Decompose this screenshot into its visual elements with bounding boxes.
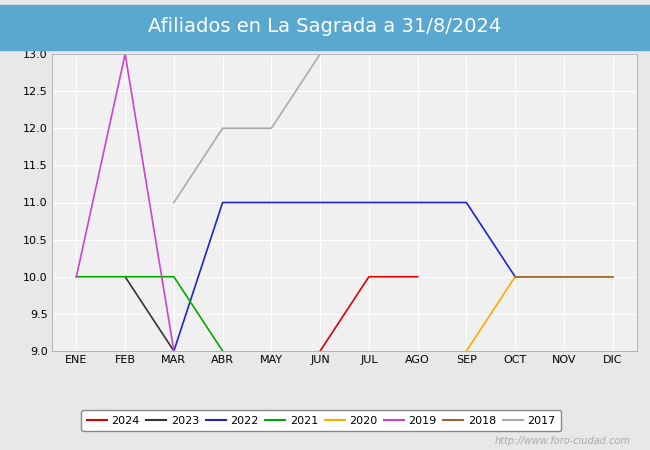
Text: Afiliados en La Sagrada a 31/8/2024: Afiliados en La Sagrada a 31/8/2024 — [148, 18, 502, 36]
Legend: 2024, 2023, 2022, 2021, 2020, 2019, 2018, 2017: 2024, 2023, 2022, 2021, 2020, 2019, 2018… — [81, 410, 561, 431]
Text: http://www.foro-ciudad.com: http://www.foro-ciudad.com — [495, 436, 630, 446]
